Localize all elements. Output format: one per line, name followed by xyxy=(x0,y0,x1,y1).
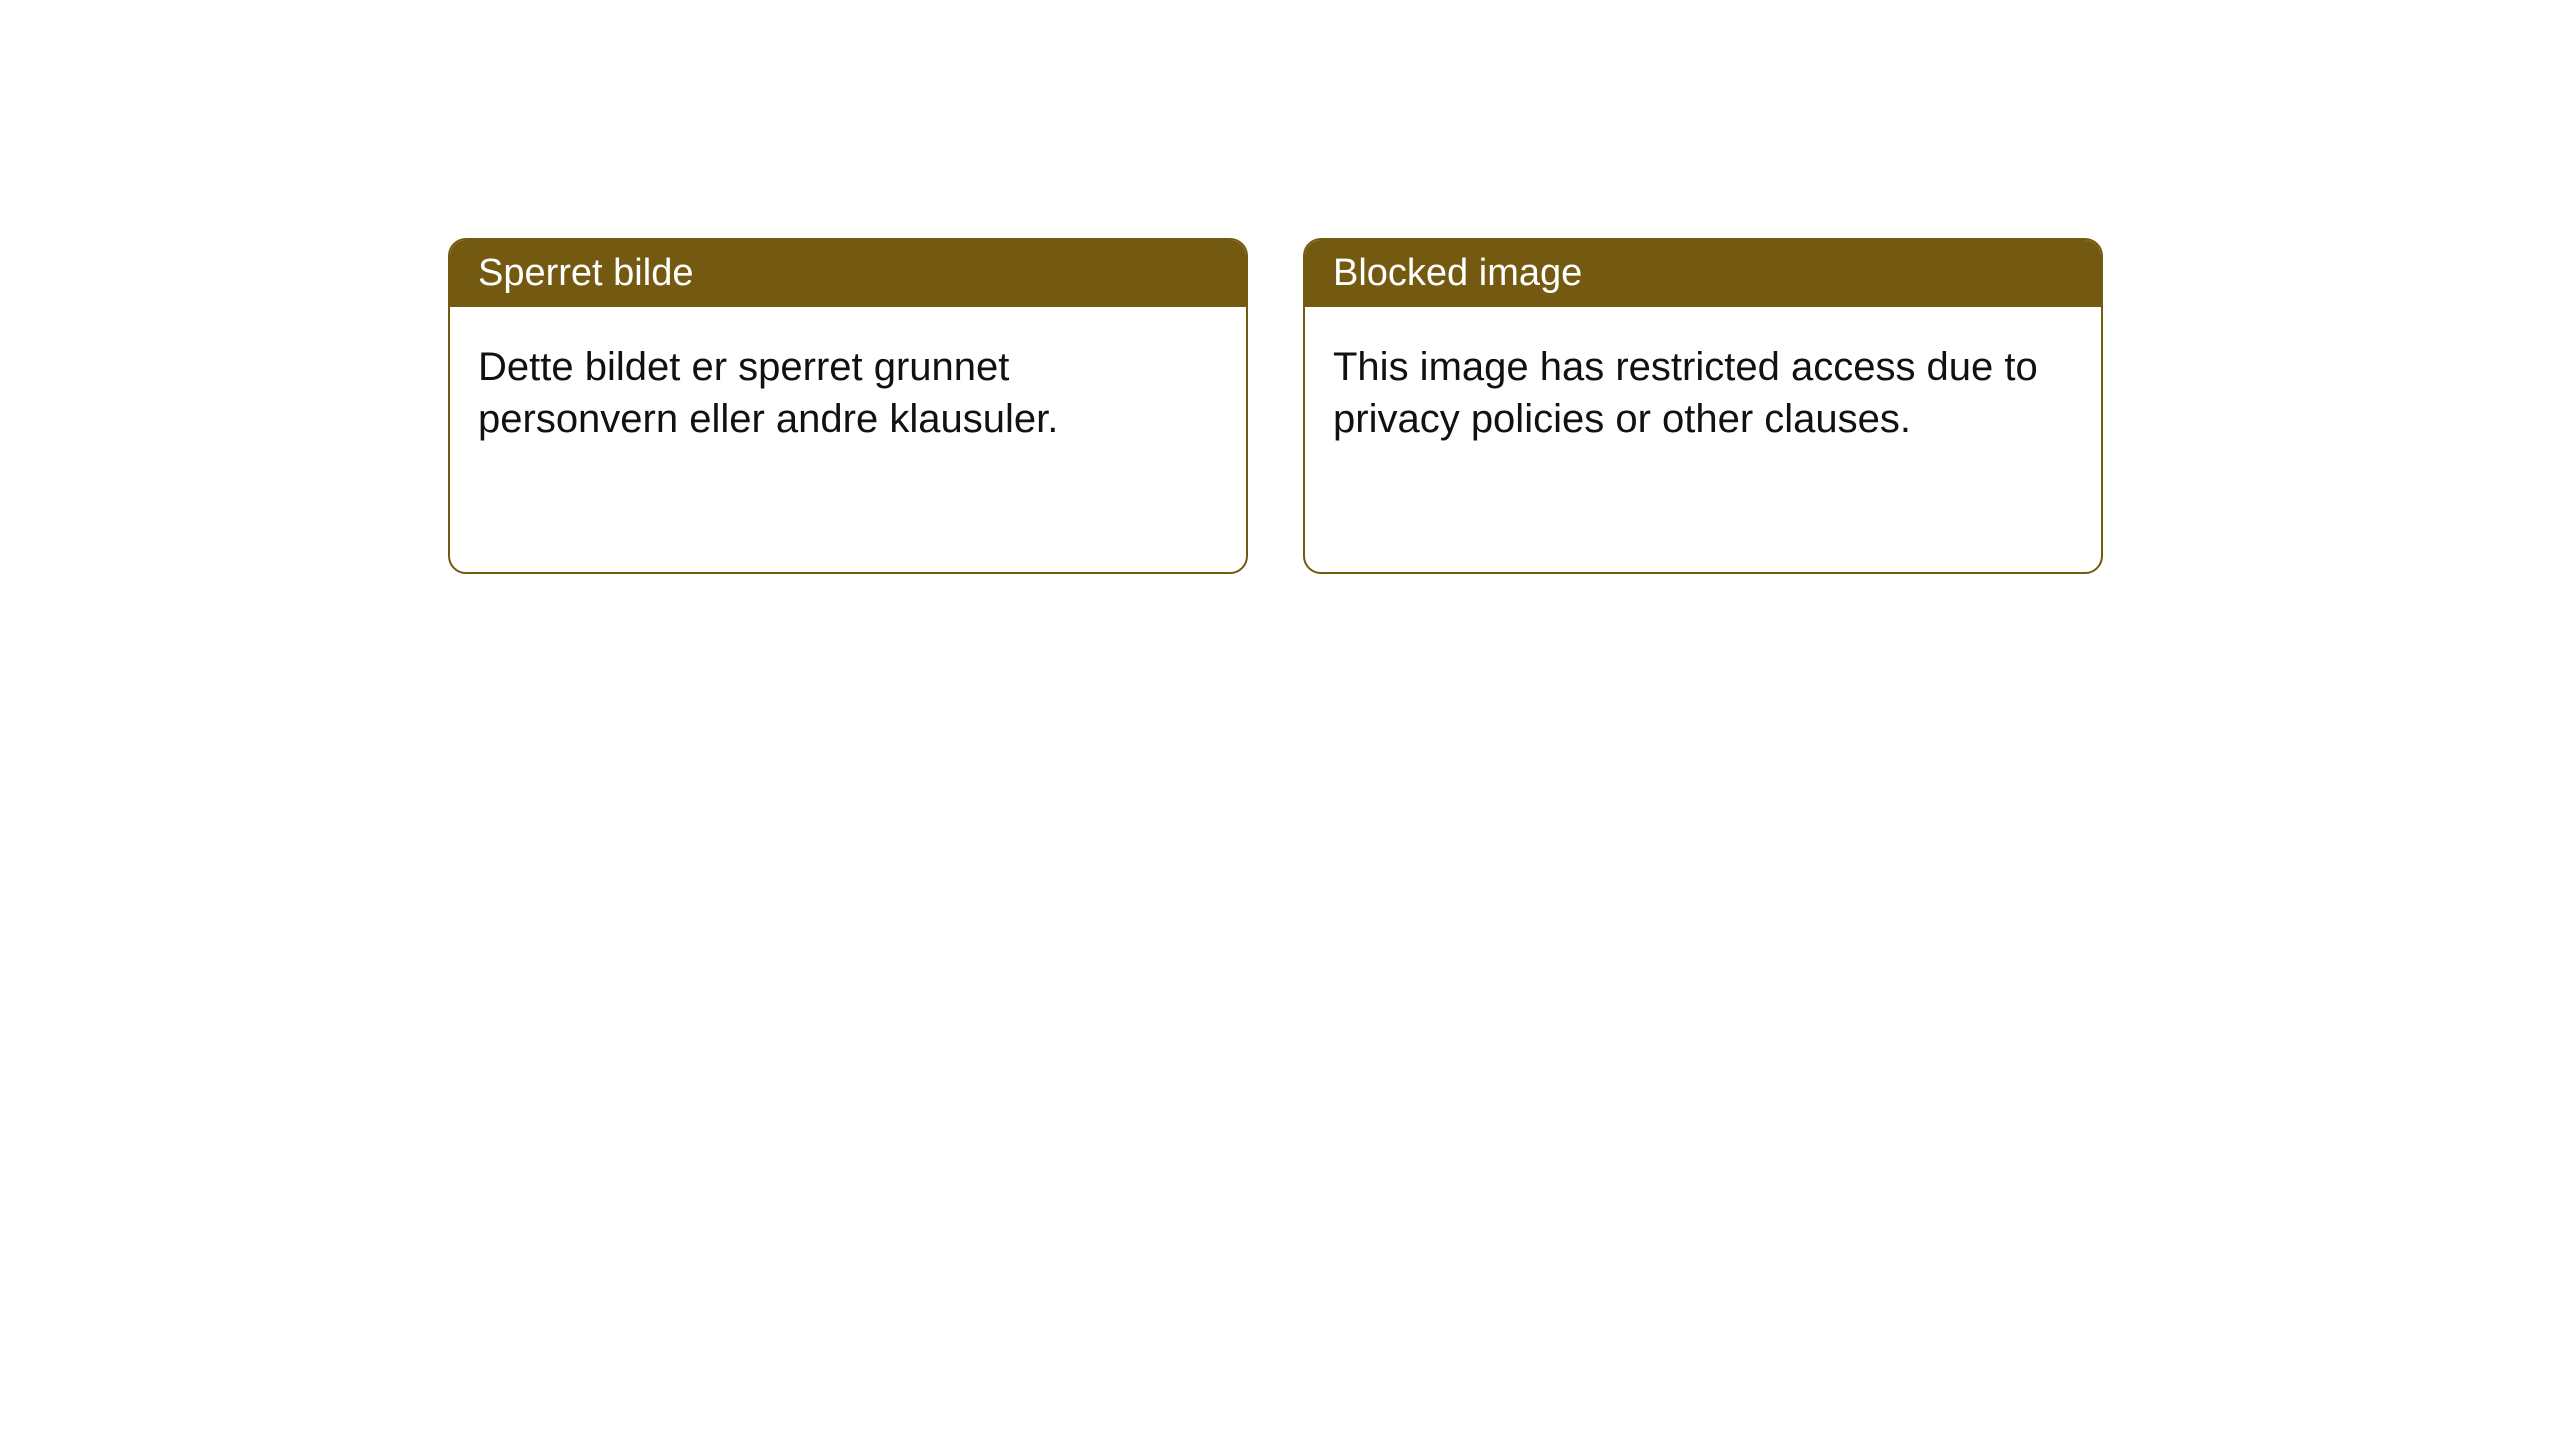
notice-card-english: Blocked image This image has restricted … xyxy=(1303,238,2103,574)
card-header: Sperret bilde xyxy=(450,240,1246,307)
notice-card-norwegian: Sperret bilde Dette bildet er sperret gr… xyxy=(448,238,1248,574)
card-body: Dette bildet er sperret grunnet personve… xyxy=(450,307,1246,479)
card-header: Blocked image xyxy=(1305,240,2101,307)
card-body-text: Dette bildet er sperret grunnet personve… xyxy=(478,345,1058,441)
card-body: This image has restricted access due to … xyxy=(1305,307,2101,479)
card-title: Blocked image xyxy=(1333,252,1582,294)
notice-card-container: Sperret bilde Dette bildet er sperret gr… xyxy=(448,238,2103,574)
card-body-text: This image has restricted access due to … xyxy=(1333,345,2038,441)
card-title: Sperret bilde xyxy=(478,252,693,294)
